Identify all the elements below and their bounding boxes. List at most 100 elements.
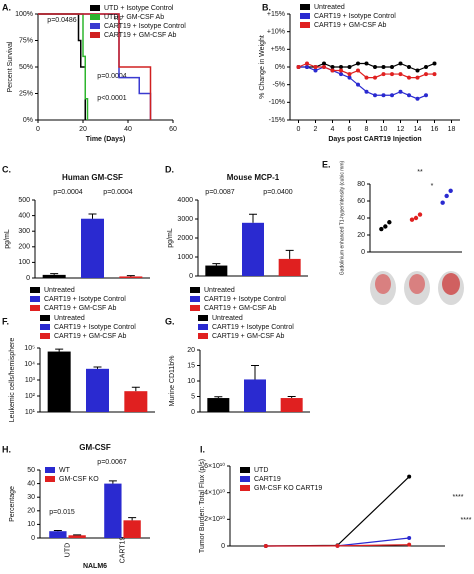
legend-label: CART19 + Isotype Control <box>104 23 186 30</box>
annotation: **** <box>461 517 472 524</box>
legend-label: CART19 + Isotype Control <box>44 296 126 303</box>
y-tick-label: 0 <box>361 249 365 256</box>
y-axis-label: Gadolinium enhanced T1-hyperintensity (c… <box>339 160 345 275</box>
error-bar <box>285 249 294 259</box>
y-tick-label: -5% <box>273 82 285 89</box>
brain-image <box>442 273 460 295</box>
legend-swatch <box>240 476 250 482</box>
panel-label: C. <box>2 164 11 174</box>
x-tick-label: 14 <box>414 126 422 133</box>
bar <box>68 535 86 538</box>
y-tick-label: 0 <box>31 535 35 542</box>
panel-label: G. <box>165 316 175 326</box>
annotation: p=0.0004 <box>53 189 82 196</box>
x-tick-label: 40 <box>124 126 132 133</box>
line <box>298 62 435 72</box>
y-tick-label: 300 <box>18 228 30 235</box>
panel-label: B. <box>262 2 271 12</box>
legend-swatch <box>240 467 250 473</box>
y-tick-label: 2000 <box>177 235 193 242</box>
survival-line <box>38 13 152 120</box>
error-bar <box>251 365 259 380</box>
y-tick-label: 50% <box>19 64 33 71</box>
y-tick-label: -10% <box>269 99 285 106</box>
y-tick-label: 4×10¹⁰ <box>204 489 225 497</box>
annotation: ns <box>114 15 122 22</box>
legend-label: UTD + Isotype Control <box>104 5 174 12</box>
legend-swatch <box>90 14 100 20</box>
legend-label: Untreated <box>212 315 243 322</box>
legend-swatch <box>30 305 40 311</box>
line <box>298 62 435 79</box>
panel-label: F. <box>2 316 9 326</box>
annotation: p=0.015 <box>49 509 75 516</box>
legend-label: CART19 + Isotype Control <box>212 324 294 331</box>
y-tick-label: 100 <box>18 259 30 266</box>
legend-swatch <box>45 467 55 473</box>
legend-swatch <box>90 23 100 29</box>
y-tick-label: 20 <box>27 508 35 515</box>
x-tick-label: UTD <box>64 543 71 557</box>
y-tick-label: 1000 <box>177 254 193 261</box>
x-tick-label: 0 <box>36 126 40 133</box>
legend-label: CART19 <box>254 476 281 483</box>
x-tick-label: CART19 <box>119 537 126 564</box>
dot <box>417 212 423 217</box>
y-tick-label: 60 <box>357 198 365 205</box>
legend-label: Untreated <box>54 315 85 322</box>
bar <box>42 274 66 278</box>
y-tick-label: 10¹ <box>25 409 36 416</box>
annotation: p=0.0400 <box>263 189 292 196</box>
legend-swatch <box>190 305 200 311</box>
y-tick-label: 500 <box>18 197 30 204</box>
error-bar <box>50 273 59 275</box>
legend-label: CART19 + GM-CSF Ab <box>44 305 117 312</box>
legend-swatch <box>240 485 250 491</box>
legend-swatch <box>198 315 208 321</box>
x-axis-label: Days post CART19 Injection <box>328 136 421 143</box>
legend-label: CART19 + Isotype Control <box>314 13 396 20</box>
y-tick-label: 25% <box>19 90 33 97</box>
bar <box>49 531 67 538</box>
bar <box>47 351 71 412</box>
legend-label: CART19 + Isotype Control <box>54 324 136 331</box>
x-tick-label: 60 <box>169 126 177 133</box>
error-bar <box>93 366 102 369</box>
error-bar <box>128 517 137 521</box>
annotation: p=0.0067 <box>97 459 126 466</box>
legend-label: CART19 + GM-CSF Ab <box>212 333 285 340</box>
dot <box>413 215 419 221</box>
y-tick-label: 400 <box>18 212 30 219</box>
y-tick-label: 2×10¹⁰ <box>204 515 225 523</box>
x-tick-label: 18 <box>448 126 456 133</box>
legend-swatch <box>40 315 50 321</box>
bar <box>104 483 122 538</box>
panel-label: I. <box>200 444 205 454</box>
legend-swatch <box>198 324 208 330</box>
y-tick-label: 5 <box>191 393 195 400</box>
y-axis-label: Murine CD11b% <box>169 356 176 407</box>
y-tick-label: 0% <box>23 117 33 124</box>
survival-line <box>38 13 86 120</box>
legend-swatch <box>190 287 200 293</box>
y-tick-label: 100% <box>15 11 33 18</box>
x-axis-label: Time (Days) <box>86 136 126 143</box>
legend-swatch <box>90 32 100 38</box>
legend-swatch <box>300 22 310 28</box>
line <box>265 544 410 547</box>
y-tick-label: 0 <box>191 409 195 416</box>
dot <box>387 220 392 225</box>
x-tick-label: 4 <box>331 126 335 133</box>
legend-swatch <box>300 13 310 19</box>
bar <box>205 265 228 276</box>
legend-swatch <box>90 5 100 11</box>
legend-swatch <box>30 296 40 302</box>
bar <box>278 258 301 276</box>
bar <box>124 391 148 412</box>
error-bar <box>88 213 97 219</box>
annotation: p=0.0004 <box>97 73 126 80</box>
annotation: ** <box>417 169 423 176</box>
y-axis-label: % Change in Weight <box>259 35 266 99</box>
legend-label: UTD + GM-CSF Ab <box>104 14 164 21</box>
